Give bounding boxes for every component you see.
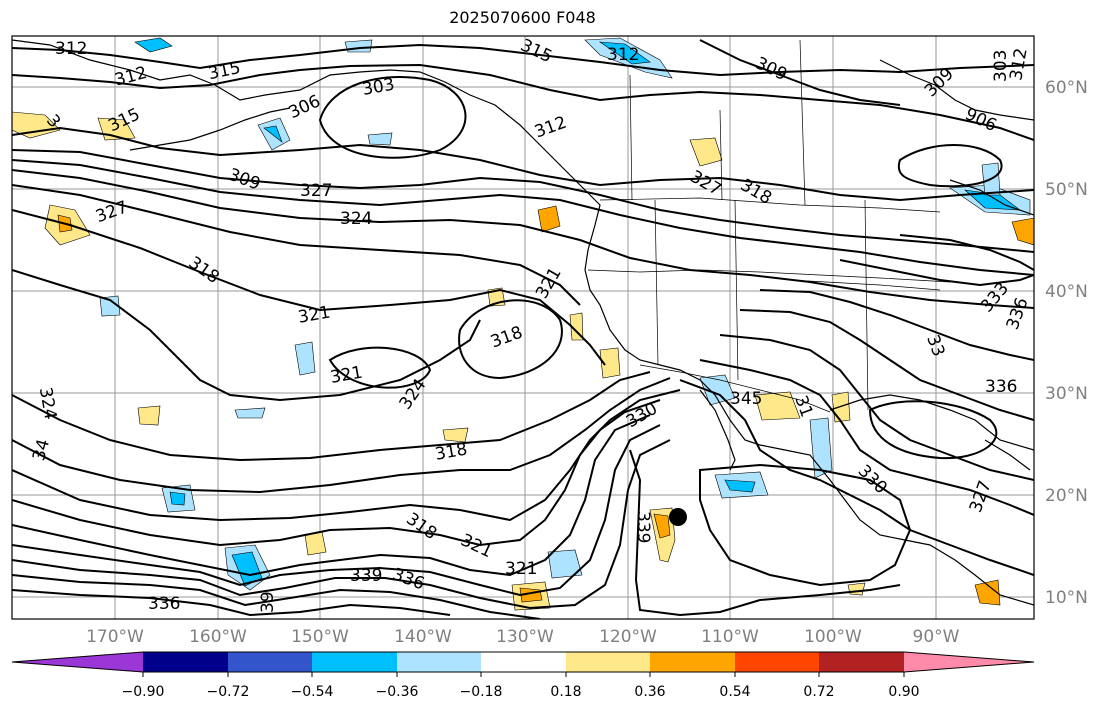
longitude-label: 150°W (291, 627, 349, 647)
shaded-field (12, 37, 1034, 611)
colorbar-tick-label: −0.36 (376, 684, 419, 700)
longitude-label: 130°W (496, 627, 554, 647)
colorbar-segment (650, 652, 735, 672)
colorbar: −0.90 −0.72 −0.54 −0.36 −0.18 0.18 0.36 … (11, 651, 1035, 700)
contour-label: 312 (55, 39, 87, 59)
contour-label: 312 (607, 45, 639, 65)
longitude-label: 110°W (701, 627, 759, 647)
colorbar-segment (566, 652, 650, 672)
colorbar-segment (481, 652, 566, 672)
latitude-label: 20°N (1045, 486, 1088, 506)
colorbar-tick-label: 0.72 (803, 684, 834, 700)
contour-label: 324 (340, 209, 372, 229)
contour-label: 303 (991, 50, 1011, 82)
map-background (12, 36, 1034, 619)
contour-label: 327 (300, 181, 332, 201)
colorbar-segment (735, 652, 819, 672)
contour-label: 321 (505, 559, 537, 579)
colorbar-segment (228, 652, 312, 672)
colorbar-extend-high (904, 652, 1034, 672)
contour-label: 39 (258, 591, 278, 613)
colorbar-tick-label: 0.18 (550, 684, 581, 700)
latitude-labels: 60°N 50°N 40°N 30°N 20°N 10°N (1045, 78, 1088, 608)
longitude-label: 100°W (804, 627, 862, 647)
contour-lines (12, 39, 1034, 619)
longitude-label: 90°W (913, 627, 960, 647)
latitude-label: 10°N (1045, 588, 1088, 608)
longitude-labels: 170°W 160°W 150°W 140°W 130°W 120°W 110°… (86, 627, 960, 647)
colorbar-tick-label: −0.90 (122, 684, 165, 700)
latitude-label: 40°N (1045, 282, 1088, 302)
colorbar-segment (312, 652, 397, 672)
latitude-label: 50°N (1045, 180, 1088, 200)
colorbar-tick-label: 0.54 (719, 684, 750, 700)
coastlines (12, 39, 1034, 606)
longitude-label: 160°W (189, 627, 247, 647)
colorbar-tick-label: −0.72 (207, 684, 250, 700)
longitude-label: 170°W (86, 627, 144, 647)
latitude-label: 30°N (1045, 384, 1088, 404)
map-frame (11, 35, 1035, 620)
colorbar-tick-label: 0.90 (888, 684, 919, 700)
chart-title: 2025070600 F048 (449, 8, 596, 27)
colorbar-tick-label: −0.54 (291, 684, 334, 700)
contour-label: 339 (350, 566, 382, 586)
colorbar-segment (143, 652, 228, 672)
colorbar-segment (397, 652, 481, 672)
colorbar-extend-low (12, 652, 143, 672)
colorbar-tick-label: 0.36 (634, 684, 665, 700)
longitude-label: 140°W (394, 627, 452, 647)
contour-label: 339 (633, 511, 653, 543)
contour-label: 336 (985, 377, 1017, 397)
colorbar-tick-label: −0.18 (460, 684, 503, 700)
longitude-label: 120°W (599, 627, 657, 647)
colorbar-segment (819, 652, 904, 672)
storm-center-marker (669, 508, 687, 526)
latitude-label: 60°N (1045, 78, 1088, 98)
contour-label: 336 (148, 594, 180, 614)
contour-label: 345 (730, 389, 762, 409)
